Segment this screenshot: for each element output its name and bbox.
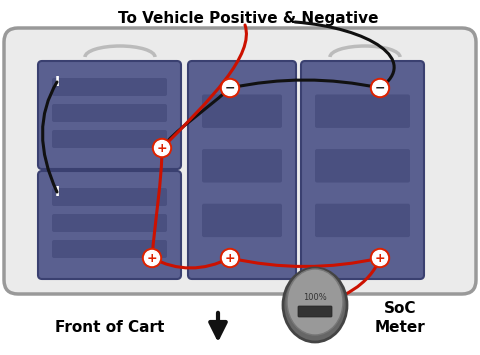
- Circle shape: [223, 251, 238, 266]
- FancyBboxPatch shape: [38, 61, 181, 169]
- FancyBboxPatch shape: [52, 188, 167, 206]
- Text: +: +: [147, 251, 157, 264]
- FancyBboxPatch shape: [52, 214, 167, 232]
- Circle shape: [372, 81, 387, 95]
- FancyBboxPatch shape: [315, 94, 410, 128]
- FancyBboxPatch shape: [52, 78, 167, 96]
- Text: +: +: [225, 251, 235, 264]
- FancyBboxPatch shape: [4, 28, 476, 294]
- FancyBboxPatch shape: [315, 149, 410, 182]
- FancyBboxPatch shape: [202, 94, 282, 128]
- Circle shape: [220, 248, 240, 268]
- Circle shape: [372, 251, 387, 266]
- FancyBboxPatch shape: [298, 306, 332, 317]
- Text: 100%: 100%: [303, 293, 327, 301]
- Text: Front of Cart: Front of Cart: [55, 321, 165, 335]
- Text: To Vehicle Positive & Negative: To Vehicle Positive & Negative: [118, 11, 378, 26]
- FancyBboxPatch shape: [52, 240, 167, 258]
- Text: −: −: [225, 82, 235, 94]
- Text: I: I: [54, 75, 60, 89]
- Circle shape: [371, 78, 389, 98]
- Circle shape: [223, 81, 238, 95]
- Text: SoC
Meter: SoC Meter: [374, 301, 425, 335]
- FancyBboxPatch shape: [202, 149, 282, 182]
- FancyBboxPatch shape: [301, 61, 424, 279]
- FancyBboxPatch shape: [202, 204, 282, 237]
- Circle shape: [371, 248, 389, 268]
- Circle shape: [155, 141, 169, 155]
- FancyBboxPatch shape: [315, 204, 410, 237]
- FancyBboxPatch shape: [52, 130, 167, 148]
- Text: −: −: [375, 82, 385, 94]
- Ellipse shape: [287, 269, 343, 335]
- Text: +: +: [375, 251, 385, 264]
- Text: I: I: [54, 185, 60, 199]
- FancyBboxPatch shape: [52, 104, 167, 122]
- Circle shape: [144, 251, 159, 266]
- Text: +: +: [156, 142, 168, 154]
- FancyBboxPatch shape: [38, 171, 181, 279]
- Circle shape: [153, 138, 171, 158]
- Circle shape: [143, 248, 161, 268]
- FancyBboxPatch shape: [188, 61, 296, 279]
- Circle shape: [220, 78, 240, 98]
- Ellipse shape: [283, 268, 347, 342]
